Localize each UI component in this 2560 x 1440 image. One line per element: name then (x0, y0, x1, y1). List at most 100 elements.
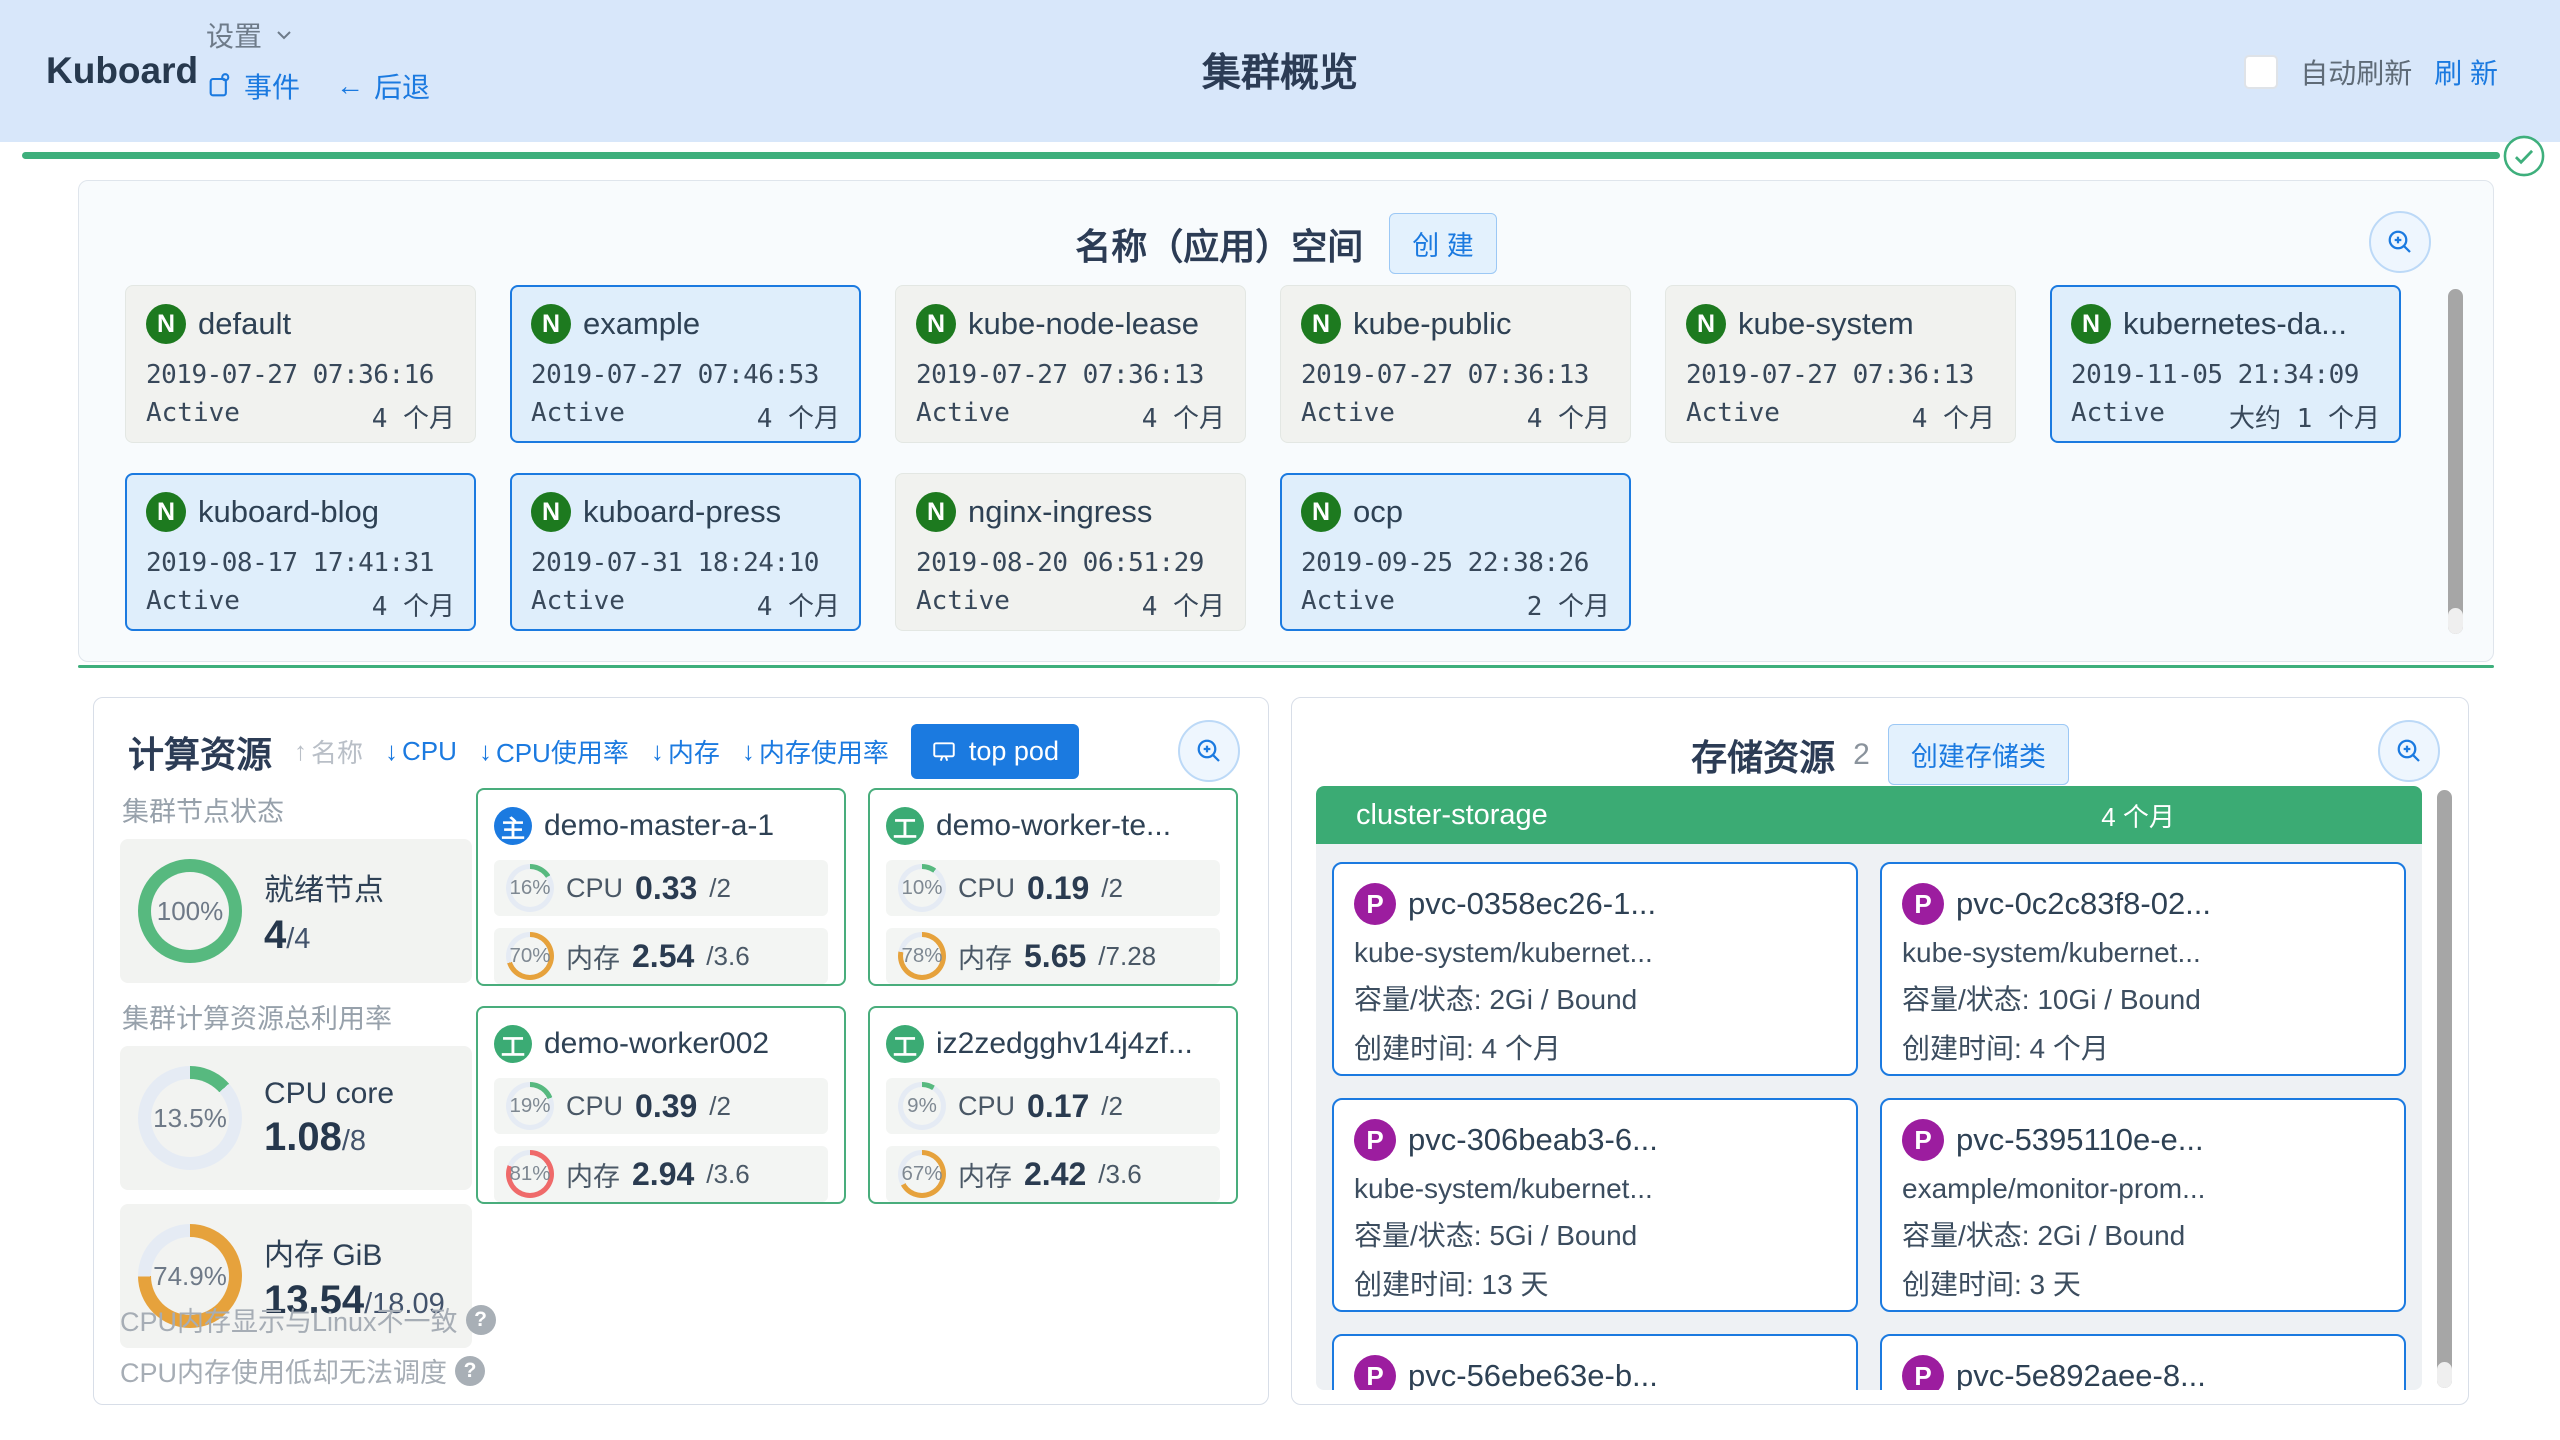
create-namespace-button[interactable]: 创 建 (1389, 213, 1497, 274)
page-title: 集群概览 (1201, 52, 1358, 95)
app-logo[interactable]: Kuboard (46, 50, 199, 91)
pvc-icon: P (1902, 883, 1944, 925)
cpu-usage-title: CPU core (264, 1076, 395, 1110)
pvc-name: pvc-5e892aee-8... (1956, 1358, 2206, 1390)
storage-scrollbar[interactable] (2437, 790, 2452, 1388)
settings-label: 设置 (206, 21, 263, 52)
node-memory-total: /3.6 (706, 940, 750, 971)
namespace-card[interactable]: N nginx-ingress 2019-08-20 06:51:29 Acti… (895, 473, 1246, 631)
namespace-age: 4 个月 (1911, 404, 1995, 434)
sort-option[interactable]: ↓ 内存使用率 (742, 733, 889, 770)
create-storageclass-button[interactable]: 创建存储类 (1887, 724, 2069, 785)
storage-title: 存储资源 (1691, 736, 1836, 778)
namespace-card[interactable]: N kube-public 2019-07-27 07:36:13 Active… (1280, 285, 1631, 443)
namespace-card[interactable]: N default 2019-07-27 07:36:16 Active 4 个… (125, 285, 476, 443)
help-text: CPU内存使用低却无法调度 (120, 1358, 448, 1388)
namespace-status: Active (2071, 398, 2165, 428)
node-memory-label: 内存 (958, 1161, 1012, 1192)
pvc-icon: P (1354, 1119, 1396, 1161)
namespace-card[interactable]: N kuboard-blog 2019-08-17 17:41:31 Activ… (125, 473, 476, 631)
namespaces-scrollbar[interactable] (2448, 289, 2463, 634)
node-cpu-value: 0.33 (635, 869, 698, 906)
question-icon[interactable]: ? (455, 1355, 486, 1386)
events-icon (206, 72, 234, 100)
namespace-card[interactable]: N kuboard-press 2019-07-31 18:24:10 Acti… (510, 473, 861, 631)
sort-option[interactable]: ↓ CPU使用率 (479, 733, 629, 770)
namespace-icon: N (531, 304, 571, 344)
node-memory-value: 2.94 (632, 1155, 695, 1192)
namespace-status: Active (146, 586, 240, 616)
sort-arrow-icon: ↑ (294, 736, 308, 766)
namespaces-title: 名称（应用）空间 (1075, 225, 1364, 267)
node-cpu-ring: 9% (898, 1082, 946, 1130)
namespace-age: 4 个月 (371, 404, 455, 434)
storage-class-header[interactable]: cluster-storage 4 个月 (1316, 786, 2422, 844)
pvc-card[interactable]: P pvc-56ebe63e-b... kube-system/kubernet… (1332, 1334, 1858, 1390)
namespace-name: kube-node-lease (968, 306, 1199, 341)
sort-option[interactable]: ↓ CPU (385, 733, 457, 770)
pvc-name: pvc-0358ec26-1... (1408, 886, 1657, 921)
node-card[interactable]: 工 demo-worker-te... 10% CPU 0.19 /2 78% … (868, 788, 1238, 986)
namespace-card[interactable]: N kube-node-lease 2019-07-27 07:36:13 Ac… (895, 285, 1246, 443)
node-card[interactable]: 主 demo-master-a-1 16% CPU 0.33 /2 70% 内存… (476, 788, 846, 986)
sort-bar: ↑ 名称 ↓ CPU ↓ CPU使用率 ↓ 内存 ↓ 内存使用率 (294, 733, 889, 770)
events-link[interactable]: 事件 (206, 66, 300, 106)
namespace-age: 4 个月 (1141, 592, 1225, 622)
node-memory-ring: 78% (898, 932, 946, 980)
settings-menu[interactable]: 设置 (206, 12, 430, 58)
sort-option[interactable]: ↓ 内存 (651, 733, 720, 770)
question-icon[interactable]: ? (465, 1304, 496, 1335)
node-name: demo-master-a-1 (544, 809, 775, 842)
node-memory-label: 内存 (566, 1161, 620, 1192)
pvc-card[interactable]: P pvc-5395110e-e... example/monitor-prom… (1880, 1098, 2406, 1312)
pvc-icon: P (1902, 1355, 1944, 1390)
ready-nodes-ring: 100% (138, 859, 242, 963)
namespace-card[interactable]: N example 2019-07-27 07:46:53 Active 4 个… (510, 285, 861, 443)
namespace-created: 2019-11-05 21:34:09 (2071, 360, 2359, 390)
auto-refresh-checkbox[interactable] (2244, 55, 2279, 89)
storage-class-section: cluster-storage 4 个月 P pvc-0358ec26-1...… (1316, 786, 2422, 1390)
namespace-name: kubernetes-da... (2123, 306, 2348, 341)
namespace-created: 2019-09-25 22:38:26 (1301, 548, 1589, 578)
namespace-created: 2019-07-27 07:36:13 (1301, 360, 1589, 390)
node-card[interactable]: 工 demo-worker002 19% CPU 0.39 /2 81% 内存 … (476, 1006, 846, 1204)
namespaces-panel: 名称（应用）空间 创 建 N default 2019-07-27 07:36:… (78, 180, 2494, 662)
node-memory-label: 内存 (958, 943, 1012, 974)
top-pod-button[interactable]: top pod (910, 724, 1079, 779)
section-divider (78, 665, 2494, 668)
memory-usage-title: 内存 GiB (264, 1238, 383, 1272)
refresh-button[interactable]: 刷 新 (2434, 58, 2498, 89)
namespaces-zoom-icon[interactable] (2369, 211, 2431, 273)
back-label: 后退 (374, 72, 431, 103)
pvc-card[interactable]: P pvc-0c2c83f8-02... kube-system/kuberne… (1880, 862, 2406, 1076)
memory-usage-card: 74.9% 内存 GiB 13.54/18.09 (120, 1204, 472, 1348)
namespace-card[interactable]: N kubernetes-da... 2019-11-05 21:34:09 A… (2050, 285, 2401, 443)
pvc-name: pvc-0c2c83f8-02... (1956, 886, 2212, 921)
pvc-card[interactable]: P pvc-5e892aee-8... example/monitor-prom… (1880, 1334, 2406, 1390)
namespace-card[interactable]: N kube-system 2019-07-27 07:36:13 Active… (1665, 285, 2016, 443)
namespaces-grid: N default 2019-07-27 07:36:16 Active 4 个… (125, 285, 2401, 631)
namespace-age: 4 个月 (1526, 404, 1610, 434)
node-memory-total: /3.6 (1098, 1158, 1142, 1189)
sort-option[interactable]: ↑ 名称 (294, 733, 363, 770)
pvc-created: 创建时间: 4 个月 (1354, 1033, 1561, 1064)
chevron-down-icon (272, 23, 296, 47)
help-links: CPU内存显示与Linux不一致 ? CPU内存使用低却无法调度 ? (120, 1288, 496, 1390)
namespace-age: 4 个月 (756, 404, 840, 434)
sort-arrow-icon: ↓ (385, 736, 399, 766)
namespace-card[interactable]: N ocp 2019-09-25 22:38:26 Active 2 个月 (1280, 473, 1631, 631)
storage-zoom-icon[interactable] (2378, 720, 2440, 782)
namespace-icon: N (1301, 304, 1341, 344)
node-grid: 主 demo-master-a-1 16% CPU 0.33 /2 70% 内存… (476, 788, 1238, 1204)
namespace-status: Active (1301, 586, 1395, 616)
storage-panel: 存储资源 2 创建存储类 cluster-storage 4 个月 P pvc-… (1291, 697, 2469, 1405)
namespace-status: Active (531, 398, 625, 428)
pvc-card[interactable]: P pvc-306beab3-6... kube-system/kubernet… (1332, 1098, 1858, 1312)
node-memory-row: 78% 内存 5.65 /7.28 (886, 928, 1220, 984)
node-card[interactable]: 工 iz2zedgghv14j4zf... 9% CPU 0.17 /2 67%… (868, 1006, 1238, 1204)
namespace-status: Active (916, 586, 1010, 616)
compute-zoom-icon[interactable] (1178, 720, 1240, 782)
pvc-card[interactable]: P pvc-0358ec26-1... kube-system/kubernet… (1332, 862, 1858, 1076)
node-cpu-ring: 16% (506, 864, 554, 912)
back-link[interactable]: ← 后退 (336, 66, 430, 106)
